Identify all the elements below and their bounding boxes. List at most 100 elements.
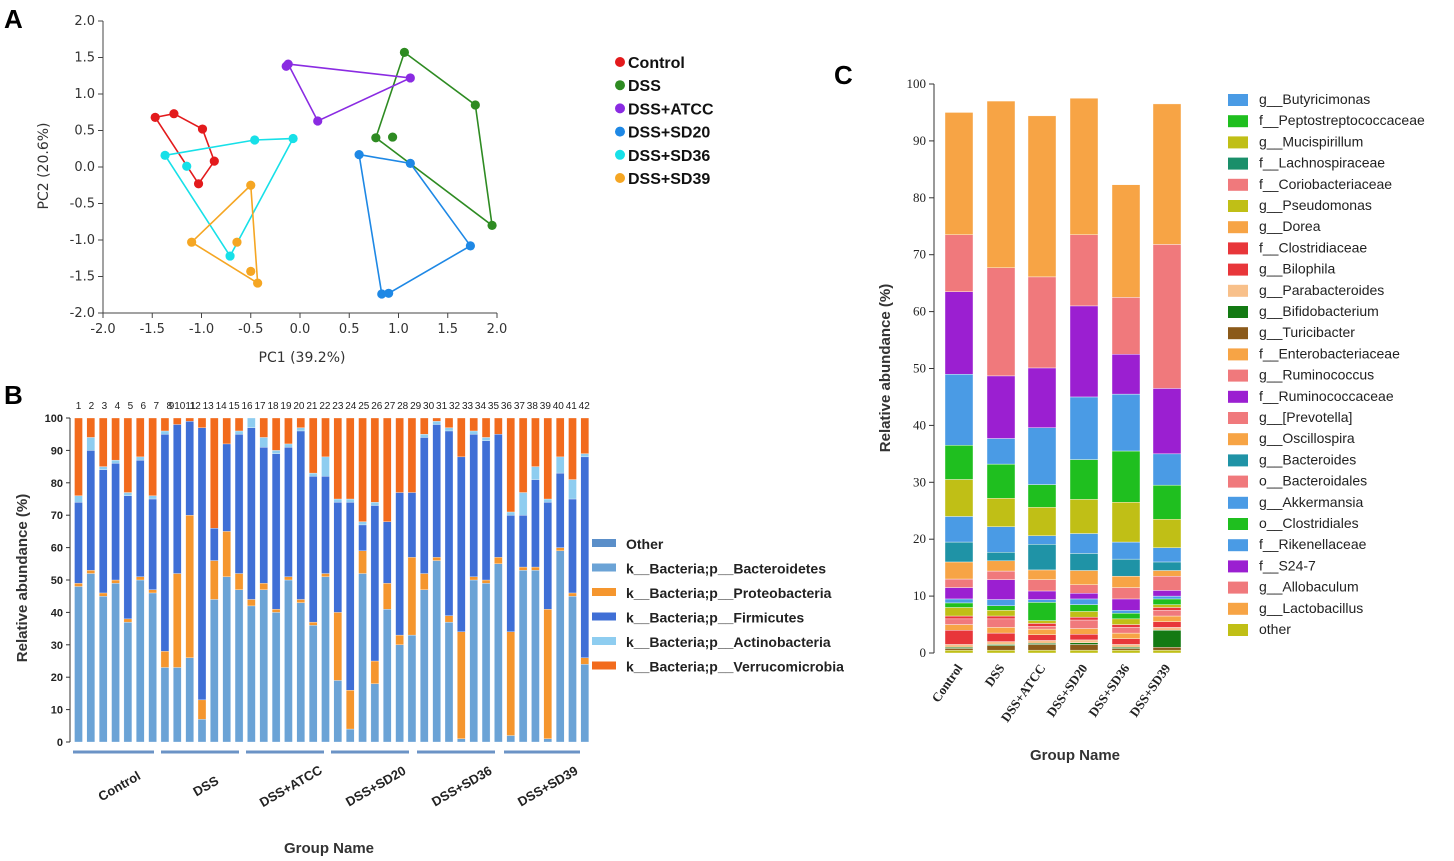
phylum-bar-segment: [444, 621, 454, 743]
pca-y-tick-label: 1.0: [74, 87, 95, 102]
phylum-sample-label: 23: [332, 401, 344, 412]
phylum-bar-segment: [296, 417, 305, 428]
phylum-bar-segment: [271, 609, 281, 613]
pca-point: [281, 61, 291, 71]
phylum-bar-segment: [469, 417, 478, 432]
phylum-bar-segment: [271, 417, 281, 451]
phylum-bar-segment: [346, 498, 355, 503]
phylum-bar-segment: [469, 579, 478, 743]
genus-legend-label: g__Oscillospira: [1259, 430, 1355, 446]
pca-axes: 2.0 1.5 1.0 0.5 0.0 -0.5 -1.0 -1.5 -2.0-2.0 -1.5 -…: [70, 14, 508, 337]
phylum-bar-segment: [457, 456, 466, 632]
genus-bar-segment: [1027, 644, 1057, 651]
phylum-y-tick-label: 40: [51, 607, 63, 619]
genus-x-tick-label: Control: [928, 661, 965, 705]
genus-legend-swatch: [1228, 475, 1248, 488]
genus-bar-segment: [1069, 570, 1099, 585]
phylum-bar-segment: [531, 570, 540, 743]
phylum-bar-segment: [543, 417, 552, 500]
genus-bar-segment: [1111, 502, 1141, 543]
genus-bar-segment: [1027, 507, 1057, 536]
genus-bar-segment: [944, 541, 974, 563]
phylum-sample-label: 39: [540, 401, 552, 412]
genus-bar-segment: [986, 579, 1016, 600]
genus-bar-segment: [1111, 644, 1141, 648]
phylum-sample-label: 36: [501, 401, 513, 412]
phylum-sample-label: 28: [397, 401, 409, 412]
phylum-bar-segment: [432, 421, 441, 425]
pca-legend-marker: [615, 126, 625, 137]
genus-bar-segment: [1027, 634, 1057, 641]
phylum-bar-segment: [444, 417, 454, 428]
phylum-bar-segment: [321, 456, 330, 477]
genus-bar-segment: [1111, 575, 1141, 588]
phylum-bar-segment: [247, 427, 256, 600]
genus-bar-segment: [1111, 184, 1141, 298]
phylum-bar-segment: [333, 612, 343, 681]
phylum-sample-label: 14: [216, 401, 228, 412]
pca-legend-label: DSS+ATCC: [628, 101, 714, 118]
phylum-bar-segment: [308, 472, 318, 477]
genus-bar-segment: [1152, 388, 1182, 455]
pca-point: [377, 289, 387, 299]
phylum-legend-label: k__Bacteria;p__Proteobacteria: [626, 585, 832, 601]
genus-bar-segment: [1152, 590, 1182, 597]
phylum-bar-segment: [407, 557, 417, 636]
phylum-legend-label: k__Bacteria;p__Bacteroidetes: [626, 561, 826, 577]
phylum-y-tick-label: 60: [51, 543, 63, 555]
pca-point: [182, 161, 192, 171]
phylum-bar-segment: [271, 450, 281, 454]
genus-bar-segment: [1152, 519, 1182, 548]
genus-legend-label: f__Enterobacteriaceae: [1259, 345, 1400, 361]
genus-legend-label: g__Mucispirillum: [1259, 133, 1363, 149]
phylum-sample-label: 2: [89, 401, 95, 412]
phylum-sample-label: 7: [154, 401, 160, 412]
phylum-bar-segment: [420, 573, 429, 590]
genus-legend-swatch: [1228, 496, 1248, 509]
phylum-bars: [74, 417, 589, 743]
genus-bar-segment: [1111, 638, 1141, 645]
phylum-legend-swatch: [592, 563, 616, 572]
genus-legend-label: g__Bilophila: [1259, 261, 1335, 277]
phylum-bar-segment: [494, 557, 503, 564]
genus-legend-label: g__Turicibacter: [1259, 324, 1355, 340]
phylum-bar-segment: [333, 417, 343, 500]
phylum-bar-segment: [296, 430, 305, 600]
genus-bar-segment: [944, 624, 974, 631]
genus-legend: g__Butyricimonas f__Peptostreptococcaceae…: [1228, 91, 1425, 637]
genus-x-tick-label: DSS+SD39: [1126, 661, 1173, 720]
genus-bar-segment: [986, 641, 1016, 645]
genus-legend-swatch: [1228, 369, 1248, 382]
genus-bar-segment: [1027, 115, 1057, 278]
genus-bar-segment: [1152, 615, 1182, 622]
pca-y-tick-label: -2.0: [70, 306, 95, 321]
genus-y-tick-label: 60: [913, 304, 926, 319]
phylum-sample-label: 6: [141, 401, 147, 412]
genus-bar-segment: [1111, 618, 1141, 625]
pca-points: [150, 47, 497, 299]
genus-bar-segment: [1069, 634, 1099, 641]
phylum-bar-segment: [210, 560, 219, 600]
genus-bar-segment: [1111, 610, 1141, 614]
phylum-sample-label: 20: [293, 401, 305, 412]
phylum-group-label: DSS+SD39: [515, 763, 580, 809]
genus-bar-segment: [1111, 624, 1141, 628]
phylum-sample-label: 8: [166, 401, 172, 412]
genus-bar-segment: [1027, 649, 1057, 654]
pca-y-tick-label: 1.5: [74, 51, 95, 66]
phylum-legend-swatch: [592, 612, 616, 621]
pca-legend-label: DSS+SD39: [628, 171, 710, 188]
pca-legend-marker: [615, 103, 625, 114]
genus-bar-segment: [1027, 367, 1057, 428]
phylum-bar-segment: [296, 599, 305, 603]
phylum-group-label: DSS+ATCC: [257, 762, 325, 810]
phylum-bar-segment: [580, 417, 589, 454]
phylum-bar-segment: [86, 573, 95, 743]
pca-point: [160, 150, 170, 160]
genus-bar-segment: [1152, 604, 1182, 608]
phylum-bar-segment: [494, 417, 503, 435]
phylum-bar-segment: [247, 417, 256, 428]
phylum-group-label: Control: [95, 768, 143, 804]
genus-bar-segment: [1027, 599, 1057, 603]
